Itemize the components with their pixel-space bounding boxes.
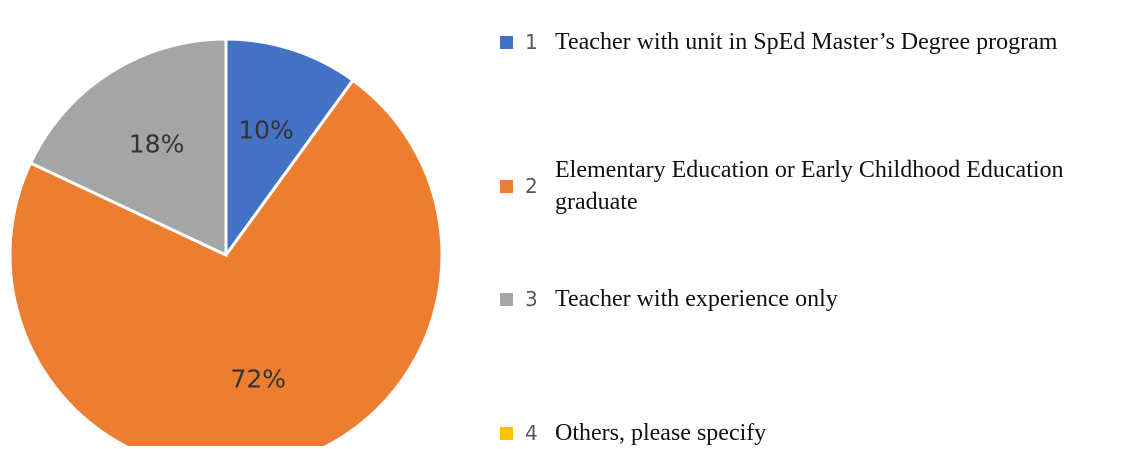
legend-description: Others, please specify bbox=[555, 420, 767, 446]
pie-slice bbox=[28, 37, 228, 258]
legend-entry: 3 Teacher with experience only bbox=[500, 283, 1130, 315]
legend-description: Elementary Education or Early Childhood … bbox=[555, 157, 1064, 215]
legend-label: 1 bbox=[525, 30, 538, 54]
legend-swatch bbox=[500, 35, 513, 49]
legend-swatch bbox=[500, 292, 513, 306]
legend-label: 4 bbox=[525, 421, 538, 445]
legend-entry: 4 Others, please specify bbox=[500, 417, 1130, 449]
data-label: 10% bbox=[238, 116, 294, 145]
data-label: 18% bbox=[129, 130, 185, 159]
legend-entry: 2 Elementary Education or Early Childhood… bbox=[500, 154, 1130, 218]
legend-description: Teacher with unit in SpEd Master’s Degre… bbox=[555, 29, 1058, 55]
pie-slice bbox=[224, 37, 356, 260]
legend-description: Teacher with experience only bbox=[555, 286, 838, 312]
legend-label: 3 bbox=[525, 287, 538, 311]
data-label: 72% bbox=[230, 365, 286, 394]
pie-slice bbox=[8, 78, 444, 446]
legend-swatch bbox=[500, 179, 513, 193]
legend-entry: 1 Teacher with unit in SpEd Master’s Degr… bbox=[500, 26, 1130, 58]
legend-swatch bbox=[500, 426, 513, 440]
legend-label: 2 bbox=[525, 174, 538, 198]
